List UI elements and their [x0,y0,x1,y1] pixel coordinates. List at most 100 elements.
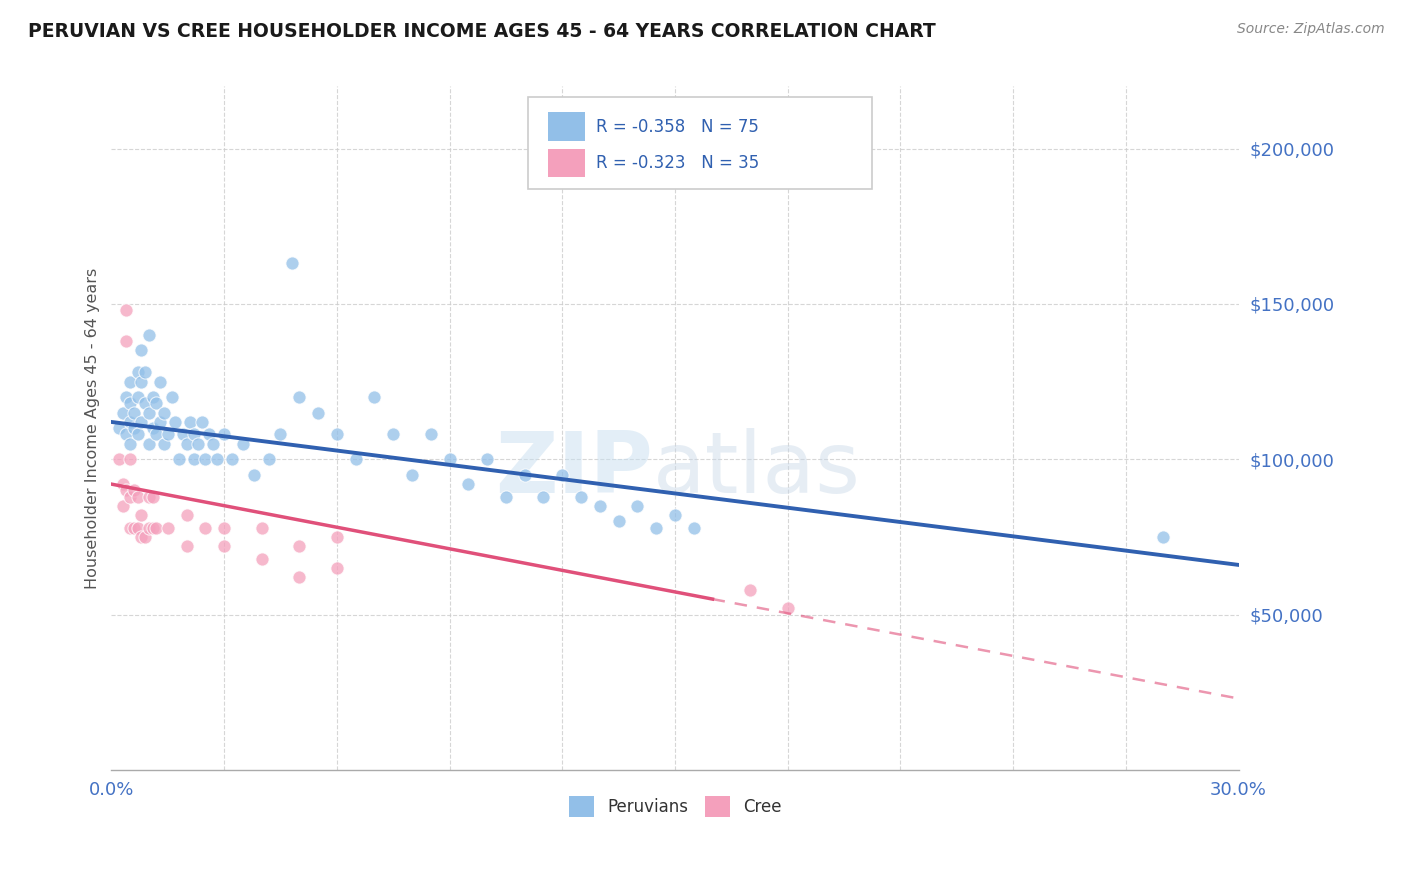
FancyBboxPatch shape [529,96,872,189]
Point [201,436,224,450]
Point [138,520,160,534]
Point [138,490,160,504]
Point [533,490,555,504]
Point [495,490,517,504]
Point [1152,530,1174,544]
Legend: Peruvians, Cree: Peruvians, Cree [562,789,787,823]
Point [419,427,441,442]
Point [183,452,205,467]
Point [194,520,217,534]
Point [513,467,536,482]
Point [776,601,799,615]
Point [344,452,367,467]
Point [156,427,179,442]
Point [682,520,704,534]
Point [120,520,142,534]
Point [142,490,165,504]
Point [176,436,198,450]
Point [134,530,156,544]
Point [212,427,235,442]
Point [363,390,385,404]
Point [149,375,172,389]
Point [111,499,134,513]
Point [111,406,134,420]
Point [439,452,461,467]
Point [115,334,138,348]
Point [740,582,762,597]
Point [326,427,349,442]
Point [160,390,183,404]
Point [120,436,142,450]
Point [176,539,198,553]
Point [607,515,630,529]
Point [111,477,134,491]
Point [142,421,165,435]
Point [232,436,254,450]
Point [475,452,498,467]
Point [194,452,217,467]
Point [288,539,311,553]
Point [569,490,592,504]
Point [120,396,142,410]
Point [645,520,668,534]
Point [108,421,131,435]
Point [551,467,574,482]
Point [131,415,153,429]
Point [115,303,138,318]
Point [176,508,198,523]
Point [127,427,149,442]
Point [120,375,142,389]
Point [307,406,329,420]
Point [212,539,235,553]
Point [198,427,221,442]
Point [153,436,176,450]
Point [142,390,165,404]
Point [190,415,212,429]
Text: R = -0.358   N = 75: R = -0.358 N = 75 [596,118,759,136]
Point [250,551,273,566]
Point [281,256,304,270]
Point [153,406,176,420]
Point [138,406,160,420]
Point [134,396,156,410]
Point [179,415,201,429]
Point [156,520,179,534]
Point [127,490,149,504]
Y-axis label: Householder Income Ages 45 - 64 years: Householder Income Ages 45 - 64 years [86,268,100,589]
Point [212,520,235,534]
Point [108,452,131,467]
Point [187,436,209,450]
FancyBboxPatch shape [547,112,585,141]
Point [138,436,160,450]
Point [115,427,138,442]
Point [122,406,145,420]
Point [115,483,138,498]
Point [257,452,280,467]
Point [127,520,149,534]
Point [138,328,160,343]
Point [269,427,291,442]
Point [183,427,205,442]
Point [167,452,190,467]
Point [664,508,686,523]
Point [288,570,311,584]
Point [131,343,153,358]
Point [326,530,349,544]
Point [115,390,138,404]
Point [457,477,479,491]
Point [127,390,149,404]
Point [326,561,349,575]
Text: atlas: atlas [652,427,860,511]
Point [243,467,266,482]
Point [122,421,145,435]
Point [145,396,167,410]
Point [131,530,153,544]
Point [149,415,172,429]
Text: PERUVIAN VS CREE HOUSEHOLDER INCOME AGES 45 - 64 YEARS CORRELATION CHART: PERUVIAN VS CREE HOUSEHOLDER INCOME AGES… [28,22,936,41]
Point [120,415,142,429]
Point [145,427,167,442]
Point [145,520,167,534]
Point [401,467,423,482]
Point [122,483,145,498]
Text: Source: ZipAtlas.com: Source: ZipAtlas.com [1237,22,1385,37]
